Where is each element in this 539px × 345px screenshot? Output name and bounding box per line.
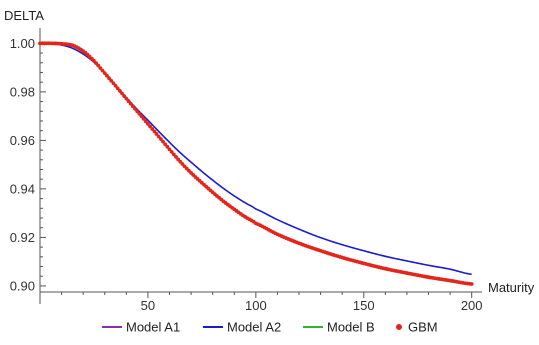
y-tick-label: 0.96: [10, 133, 35, 148]
y-tick-label: 0.98: [10, 84, 35, 99]
gbm-point: [113, 83, 118, 88]
gbm-point: [154, 132, 159, 136]
series-points-gbm: [38, 41, 474, 286]
legend-label: Model B: [327, 320, 375, 335]
gbm-point: [163, 142, 168, 147]
gbm-point: [139, 114, 144, 119]
gbm-point: [169, 149, 174, 154]
gbm-point: [152, 129, 157, 134]
gbm-point: [146, 121, 150, 126]
gbm-point: [148, 124, 152, 129]
gbm-point: [94, 61, 99, 66]
gbm-point: [126, 99, 131, 104]
legend: Model A1 Model A2 Model B GBM: [102, 320, 438, 335]
y-tick-label: 0.94: [10, 181, 35, 196]
gbm-point: [102, 71, 107, 76]
gbm-point: [128, 101, 133, 106]
series-line-model-b: [40, 42, 472, 285]
x-tick-label: 200: [461, 298, 483, 313]
gbm-point: [133, 106, 137, 111]
y-tick-label: 0.92: [10, 230, 35, 245]
gbm-point: [135, 109, 140, 114]
legend-item-gbm: GBM: [396, 320, 438, 335]
gbm-point: [143, 119, 148, 124]
axes: 50 100 150 200 0.90 0.92 0.94 0.96 0.98 1.00: [10, 28, 483, 313]
gbm-point: [167, 147, 172, 152]
gbm-point: [174, 154, 178, 159]
gbm-point: [105, 73, 109, 78]
gbm-point: [115, 86, 120, 91]
gbm-point: [120, 91, 124, 96]
legend-label: GBM: [408, 320, 438, 335]
gbm-point: [469, 282, 474, 286]
legend-item-model-a2: Model A2: [203, 320, 281, 335]
gbm-point: [156, 134, 161, 139]
gbm-point: [150, 127, 155, 131]
x-tick-label: 100: [245, 298, 267, 313]
gbm-point: [109, 78, 114, 83]
legend-label: Model A1: [126, 320, 180, 335]
legend-label: Model A2: [227, 320, 281, 335]
legend-item-model-b: Model B: [303, 320, 375, 335]
legend-swatch: [396, 324, 402, 330]
series-line-model-a2: [39, 42, 472, 276]
legend-item-model-a1: Model A1: [102, 320, 180, 335]
gbm-point: [141, 116, 146, 121]
gbm-point: [124, 96, 129, 101]
gbm-point: [122, 94, 127, 98]
x-tick-label: 50: [141, 298, 155, 313]
gbm-point: [100, 68, 105, 73]
x-tick-label: 150: [353, 298, 375, 313]
gbm-point: [165, 144, 170, 149]
gbm-point: [158, 137, 163, 141]
gbm-point: [171, 152, 176, 157]
gbm-point: [130, 104, 135, 109]
series-layer: [38, 41, 474, 286]
gbm-point: [117, 89, 122, 93]
gbm-point: [111, 81, 116, 86]
gbm-point: [98, 66, 103, 70]
x-axis-title: Maturity: [488, 280, 535, 295]
y-axis-title: DELTA: [4, 8, 44, 23]
gbm-point: [161, 139, 165, 144]
gbm-point: [107, 76, 111, 81]
series-line-model-a1: [40, 42, 472, 285]
y-tick-label: 1.00: [10, 36, 35, 51]
y-tick-label: 0.90: [10, 278, 35, 293]
gbm-point: [137, 111, 142, 116]
gbm-point: [96, 63, 101, 68]
